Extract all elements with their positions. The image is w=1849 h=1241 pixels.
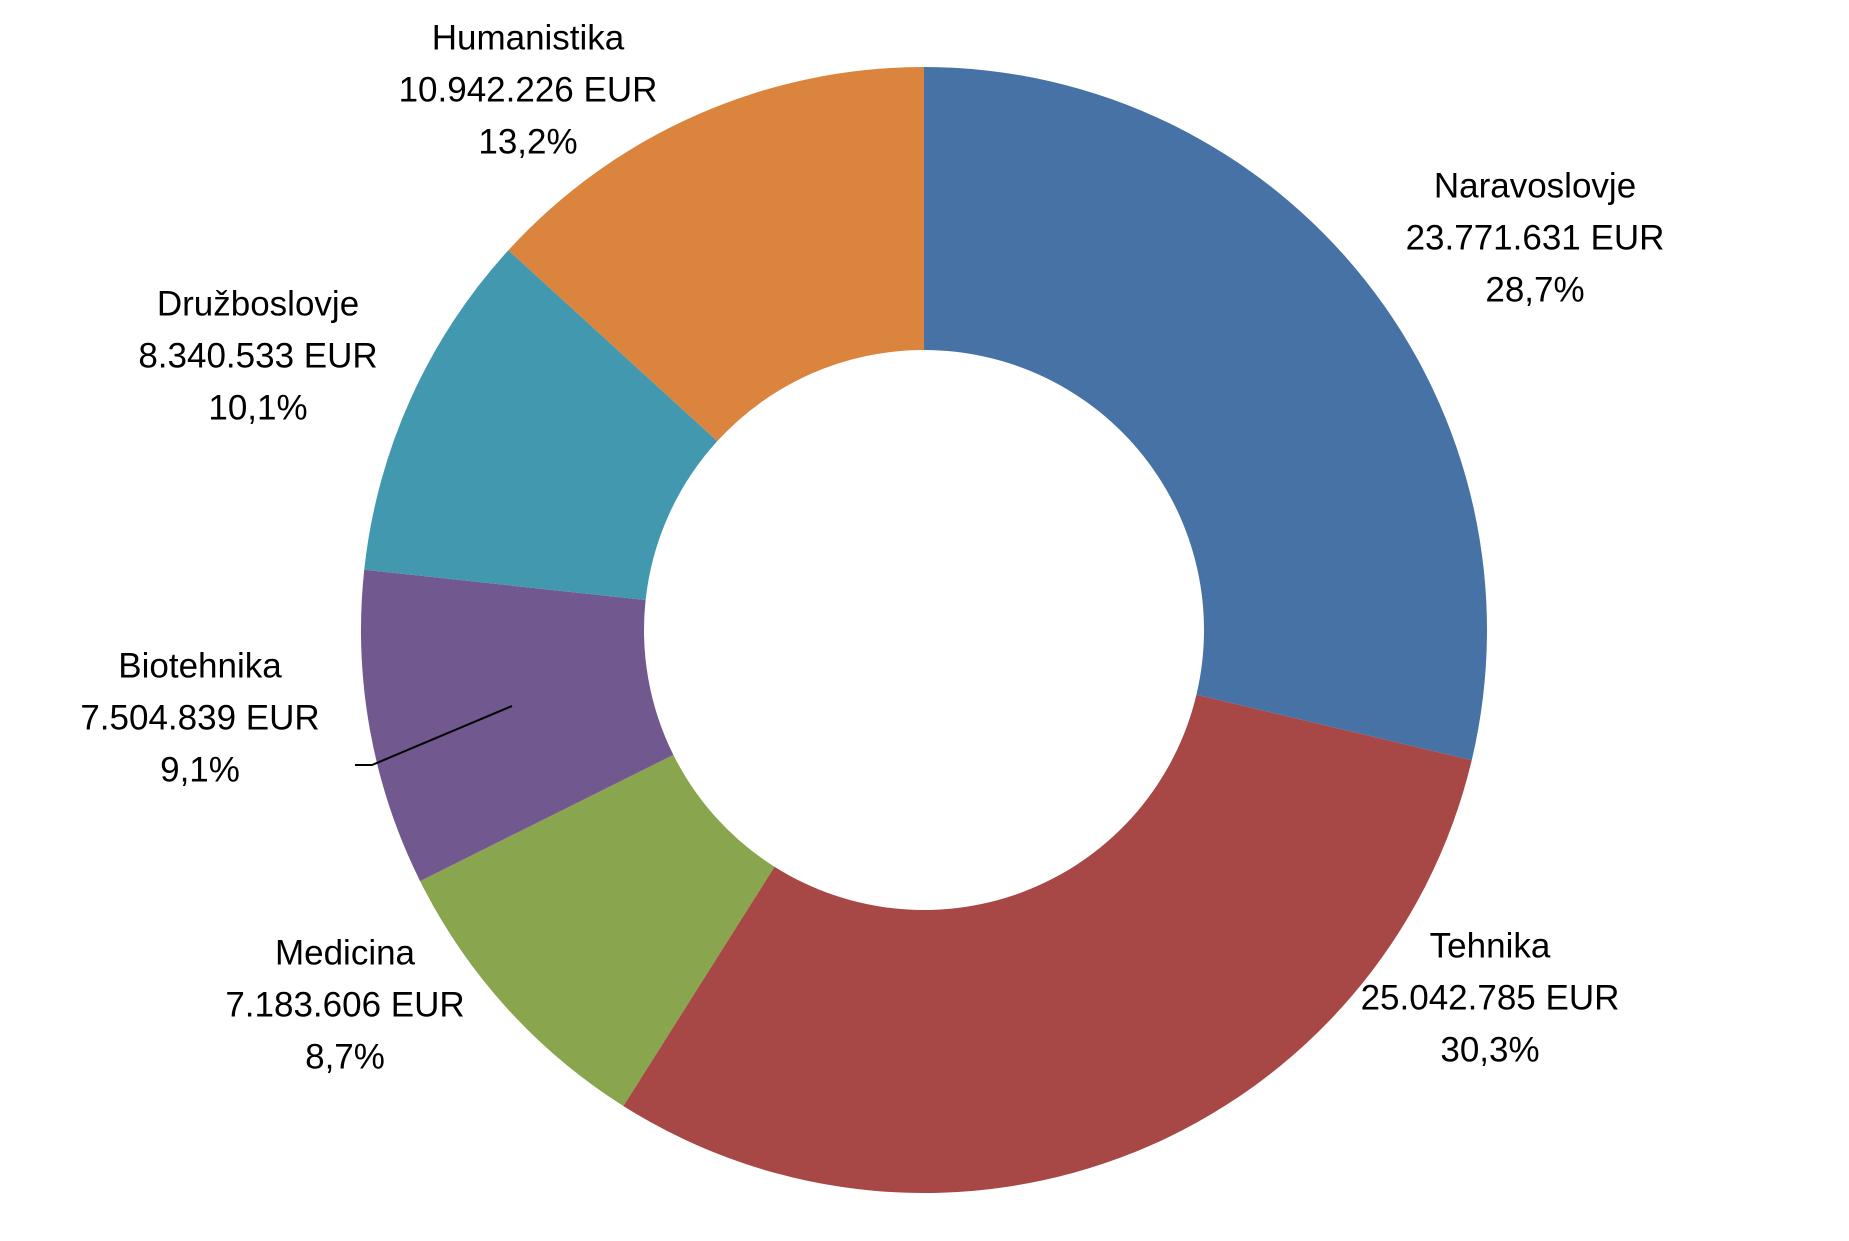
slice-name-label: Medicina bbox=[275, 933, 416, 972]
slice-name-label: Humanistika bbox=[432, 18, 625, 57]
slice-percent-label: 28,7% bbox=[1485, 270, 1584, 309]
slice-value-label: 7.183.606 EUR bbox=[225, 985, 464, 1024]
slice-value-label: 25.042.785 EUR bbox=[1361, 978, 1620, 1017]
slice-value-label: 23.771.631 EUR bbox=[1406, 218, 1665, 257]
slice-name-label: Biotehnika bbox=[118, 646, 282, 685]
leader-lines bbox=[355, 705, 513, 766]
slice-name-label: Družboslovje bbox=[157, 284, 359, 323]
slice-biotehnika bbox=[360, 569, 674, 882]
slice-value-label: 7.504.839 EUR bbox=[80, 698, 319, 737]
slice-percent-label: 30,3% bbox=[1440, 1030, 1539, 1069]
slice-name-label: Tehnika bbox=[1430, 926, 1551, 965]
slice-percent-label: 10,1% bbox=[208, 388, 307, 427]
slice-percent-label: 8,7% bbox=[305, 1037, 385, 1076]
slice-naravoslovje bbox=[924, 67, 1487, 761]
slice-medicina bbox=[420, 754, 775, 1107]
slice-percent-label: 13,2% bbox=[478, 122, 577, 161]
slice-percent-label: 9,1% bbox=[160, 750, 240, 789]
slice-value-label: 10.942.226 EUR bbox=[399, 70, 658, 109]
slice-humanistika bbox=[508, 67, 924, 442]
slice-labels: Naravoslovje 23.771.631 EUR 28,7% Tehnika 25… bbox=[80, 18, 1664, 1076]
slice-tehnika bbox=[623, 694, 1472, 1193]
slice-name-label: Naravoslovje bbox=[1434, 166, 1636, 205]
leader-line-biotehnika bbox=[355, 705, 513, 766]
slice-value-label: 8.340.533 EUR bbox=[138, 336, 377, 375]
slice-družboslovje bbox=[364, 250, 718, 601]
donut-slices bbox=[360, 67, 1487, 1193]
